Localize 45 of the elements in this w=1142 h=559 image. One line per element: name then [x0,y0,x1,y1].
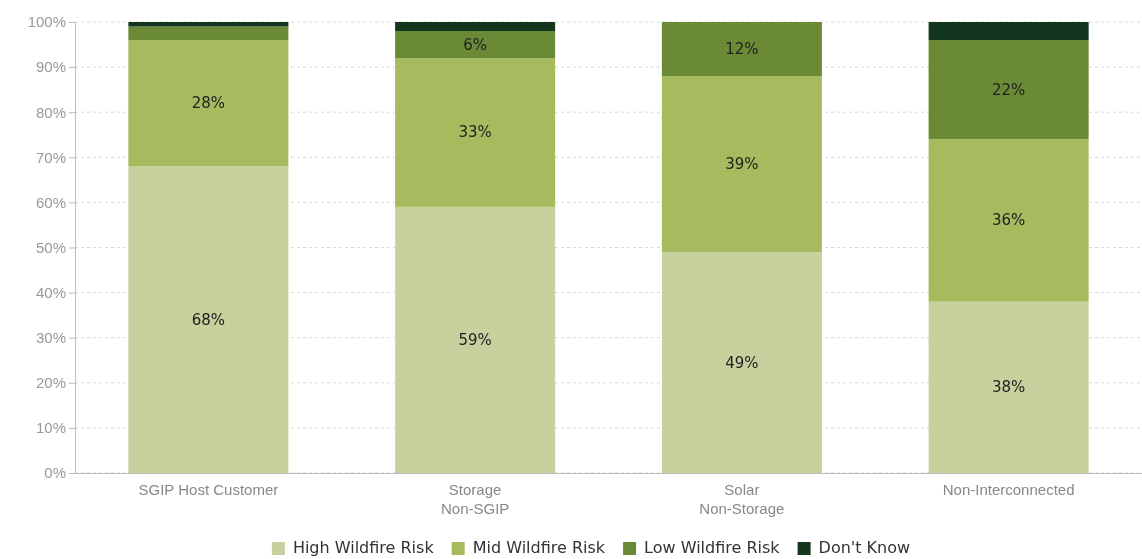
x-tick-label: SGIP Host Customer [138,481,279,498]
y-tick-label: 20% [35,374,66,392]
bar [395,206,556,473]
data-label: 38% [991,378,1026,397]
legend-label: High Wildfire Risk [292,538,435,557]
y-tick-label: 10% [35,419,66,437]
data-label: 28% [191,94,226,113]
data-label: 33% [458,123,492,142]
data-label: 59% [458,330,492,349]
data-label: 39% [725,155,759,174]
data-label: 22% [991,80,1026,99]
legend-label: Don't Know [818,538,911,557]
bar [128,22,289,27]
data-label: 12% [725,40,759,59]
x-tick-label: Non-Interconnected [942,481,1075,498]
data-label: 49% [725,353,759,372]
data-label: 36% [991,211,1026,230]
y-tick-label: 40% [35,283,66,301]
bar [661,76,822,253]
bar [928,139,1089,302]
x-tick-label: Solar Non-Storage [699,481,785,517]
bar [928,40,1089,140]
legend-label: Mid Wildfire Risk [472,538,606,557]
y-tick-label: 30% [35,329,66,346]
bar [128,40,289,167]
bar [661,22,822,77]
y-tick-label: 60% [35,193,66,211]
data-label: 68% [191,310,226,329]
data-label: 6% [463,35,488,54]
bar [928,22,1089,41]
bar [128,166,289,473]
bar [395,31,556,59]
y-tick-label: 100% [27,13,66,31]
x-tick-label: Storage Non-SGIP [440,481,510,517]
bar [395,58,556,207]
y-tick-label: 70% [35,148,66,166]
y-tick-label: 80% [35,103,66,121]
bar [661,252,822,473]
y-tick-label: 50% [35,238,66,256]
legend-label: Low Wildfire Risk [644,538,781,557]
bar [928,301,1089,473]
bar [128,26,289,41]
y-tick-label: 90% [35,58,66,76]
y-tick-label: 0% [44,464,66,482]
bar [395,22,556,32]
